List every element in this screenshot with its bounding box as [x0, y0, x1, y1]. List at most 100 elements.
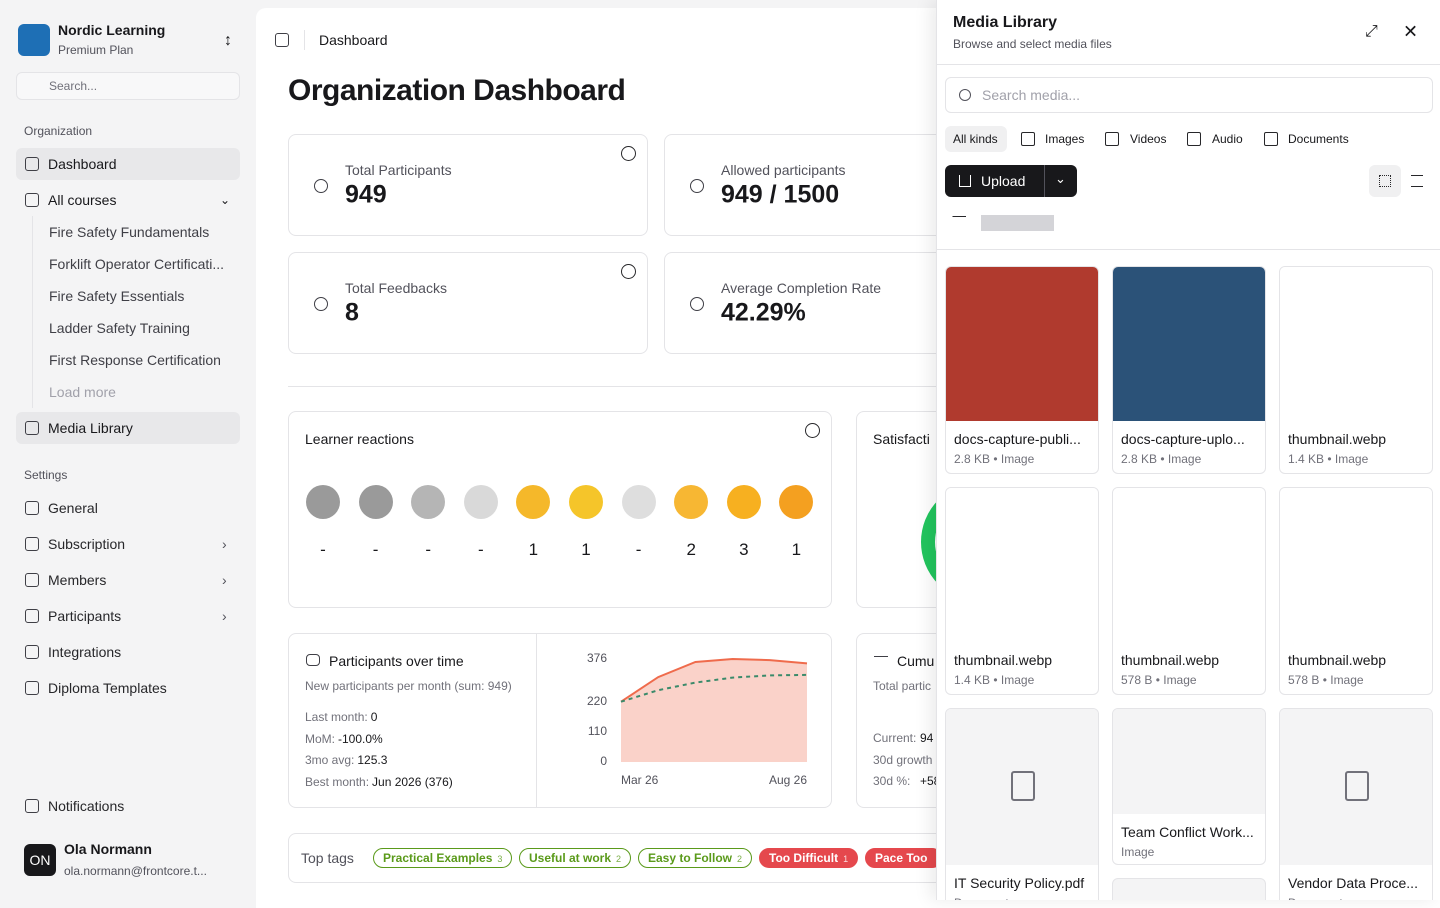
- divider: [288, 386, 988, 387]
- filter-icon: [1187, 132, 1201, 146]
- file-name: docs-capture-publi...: [954, 431, 1081, 447]
- stat-value: 42.29%: [721, 298, 806, 327]
- row-label: MoM:: [305, 731, 335, 746]
- section-label: Organization: [24, 124, 93, 138]
- media-card[interactable]: docs-capture-uplo... 2.8 KB • Image: [1112, 266, 1266, 474]
- filter-icon: [952, 216, 966, 229]
- row-label: Current:: [873, 731, 917, 745]
- sidebar-toggle[interactable]: [275, 33, 289, 47]
- row-value: 94: [920, 731, 934, 745]
- tag-name: Pace Too: [875, 851, 928, 865]
- info-icon[interactable]: [621, 146, 636, 161]
- course-item[interactable]: Fire Safety Essentials: [49, 288, 185, 304]
- card-title: Satisfacti: [873, 431, 930, 447]
- file-name: docs-capture-uplo...: [1121, 431, 1245, 447]
- upload-button[interactable]: Upload ⌄: [945, 165, 1077, 197]
- course-item[interactable]: Forklift Operator Certificati...: [49, 256, 225, 272]
- filter-tab[interactable]: Documents: [1288, 132, 1349, 146]
- tag-chip[interactable]: Easy to Follow 2: [638, 848, 753, 868]
- reaction-count: 2: [686, 540, 696, 559]
- org-name: Nordic Learning: [58, 22, 166, 38]
- user-name: Ola Normann: [64, 841, 152, 857]
- media-card[interactable]: thumbnail.webp 578 B • Image: [1279, 487, 1433, 695]
- nav-icon: [25, 421, 39, 435]
- nav-item[interactable]: General: [48, 500, 98, 516]
- nav-item[interactable]: Dashboard: [48, 156, 117, 172]
- nav-icon: [25, 501, 39, 515]
- media-card[interactable]: Vendor Data Proce... Document: [1279, 708, 1433, 900]
- filter-icon: [1105, 132, 1119, 146]
- search-placeholder: Search...: [49, 79, 98, 93]
- panel-subtitle: Browse and select media files: [953, 37, 1112, 51]
- nav-item[interactable]: Integrations: [48, 644, 122, 660]
- breadcrumb: Dashboard: [319, 32, 388, 48]
- reaction-emoji: [358, 485, 393, 519]
- expand-button[interactable]: ⤢: [1365, 23, 1378, 40]
- close-button[interactable]: ✕: [1403, 21, 1419, 42]
- reaction-emoji: [779, 485, 814, 519]
- file-name: Vendor Data Proce...: [1288, 875, 1418, 891]
- tag-count: 2: [616, 854, 622, 864]
- nav-item[interactable]: All courses: [48, 192, 117, 208]
- thumbnail: [946, 709, 1098, 865]
- tag-name: Easy to Follow: [648, 851, 733, 865]
- tag-chip[interactable]: Pace Too: [865, 848, 943, 868]
- org-logo: [18, 24, 50, 56]
- search-icon: [959, 89, 971, 101]
- org-switch[interactable]: ↕: [224, 32, 232, 49]
- nav-item[interactable]: Diploma Templates: [48, 680, 167, 696]
- panel-title: Media Library: [953, 14, 1058, 31]
- row-value: 125.3: [357, 753, 388, 767]
- filter-tab[interactable]: Videos: [1130, 132, 1167, 146]
- file-meta: 2.8 KB • Image: [1121, 452, 1202, 466]
- reaction-count: -: [320, 540, 326, 559]
- course-item[interactable]: Fire Safety Fundamentals: [49, 224, 210, 240]
- nav-icon: [25, 799, 39, 813]
- tag-chip[interactable]: Useful at work 2: [519, 848, 632, 868]
- media-card[interactable]: docs-capture-publi... 2.8 KB • Image: [945, 266, 1099, 474]
- doc-icon: [1011, 771, 1035, 801]
- media-card[interactable]: [1112, 878, 1266, 900]
- stat-value: 8: [345, 298, 359, 327]
- nav-icon: [25, 537, 39, 551]
- tag-name: Too Difficult: [769, 851, 839, 865]
- divider: [304, 30, 305, 50]
- media-card[interactable]: thumbnail.webp 578 B • Image: [1112, 487, 1266, 695]
- media-card[interactable]: IT Security Policy.pdf Document: [945, 708, 1099, 900]
- media-card[interactable]: thumbnail.webp 1.4 KB • Image: [1279, 266, 1433, 474]
- tag-chip[interactable]: Too Difficult 1: [759, 848, 859, 868]
- grid-view-button[interactable]: [1369, 165, 1401, 197]
- stat-card: Total Participants 949: [288, 134, 648, 236]
- line: [620, 657, 808, 703]
- nav-item[interactable]: Participants: [48, 608, 122, 624]
- thumbnail: [946, 267, 1098, 421]
- x-tick-label: Aug 26: [769, 773, 807, 787]
- filter-tab[interactable]: All kinds: [953, 132, 998, 146]
- filter-tab[interactable]: Images: [1045, 132, 1085, 146]
- nav-item[interactable]: Notifications: [48, 798, 125, 814]
- doc-icon: [1345, 771, 1369, 801]
- info-icon[interactable]: [621, 264, 636, 279]
- tag-chip[interactable]: Practical Examples 3: [373, 848, 513, 868]
- thumbnail: [1280, 709, 1432, 865]
- media-search[interactable]: Search media...: [945, 77, 1433, 113]
- media-card[interactable]: thumbnail.webp 1.4 KB • Image: [945, 487, 1099, 695]
- nav-item[interactable]: Members: [48, 572, 107, 588]
- divider: [1044, 165, 1045, 197]
- list-view-button[interactable]: [1411, 175, 1423, 187]
- stat-icon: [690, 179, 704, 193]
- file-meta: 1.4 KB • Image: [954, 673, 1035, 687]
- course-item[interactable]: First Response Certification: [49, 352, 221, 368]
- stat-value: 949 / 1500: [721, 180, 840, 209]
- filter-tab[interactable]: Audio: [1212, 132, 1243, 146]
- filter-active-bg: [945, 126, 1007, 152]
- search-box[interactable]: Search...: [16, 72, 240, 100]
- nav-item[interactable]: Media Library: [48, 420, 133, 436]
- load-more[interactable]: Load more: [49, 384, 116, 400]
- nav-item[interactable]: Subscription: [48, 536, 126, 552]
- info-icon[interactable]: [805, 423, 820, 438]
- reaction-emoji: [621, 485, 656, 519]
- media-panel: Media Library Browse and select media fil…: [936, 0, 1440, 900]
- course-item[interactable]: Ladder Safety Training: [49, 320, 190, 336]
- media-card[interactable]: Team Conflict Work... Image: [1112, 708, 1266, 865]
